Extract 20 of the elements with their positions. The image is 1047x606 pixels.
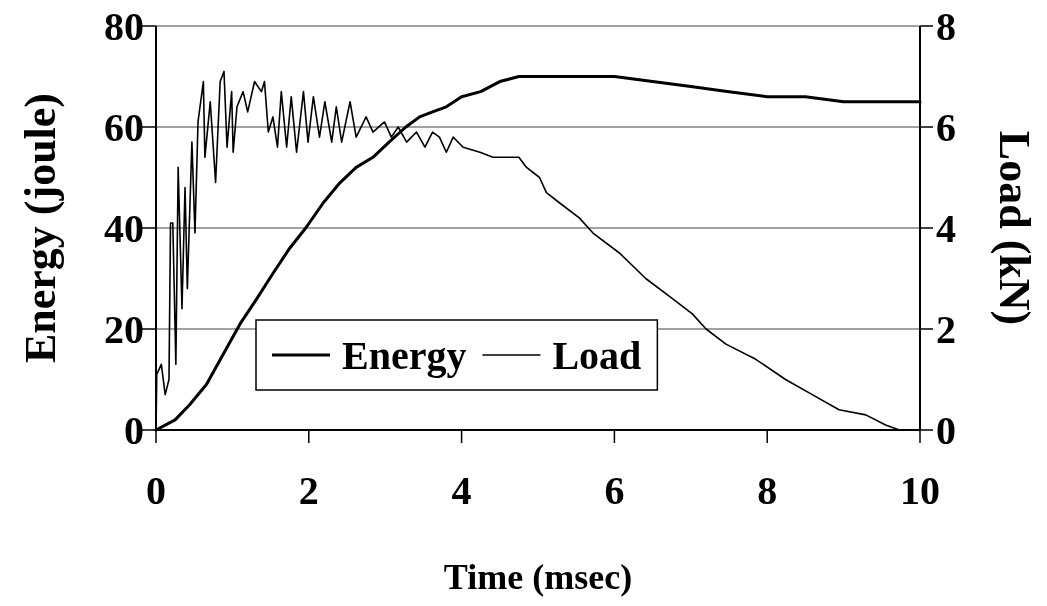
y2-tick-label: 6 (936, 104, 956, 150)
y2-tick-label: 2 (936, 306, 956, 352)
y-tick-label: 40 (104, 205, 144, 251)
y2-tick-label: 0 (936, 407, 956, 453)
y-tick-label: 0 (124, 407, 144, 453)
legend-label: Energy (342, 332, 467, 378)
x-axis-title: Time (msec) (443, 557, 633, 597)
legend-label: Load (552, 332, 642, 378)
y-tick-label: 60 (104, 104, 144, 150)
y2-axis-title: Load (kN) (990, 130, 1040, 326)
x-tick-label: 10 (900, 467, 940, 513)
y-axis-title: Energy (joule) (15, 92, 65, 364)
y-tick-label: 20 (104, 306, 144, 352)
y2-tick-label: 4 (936, 205, 956, 251)
y2-tick-label: 8 (936, 3, 956, 49)
x-tick-label: 2 (298, 467, 319, 513)
x-tick-label: 8 (757, 467, 778, 513)
y-tick-label: 80 (104, 3, 144, 49)
x-tick-label: 4 (451, 467, 472, 513)
x-tick-label: 6 (604, 467, 625, 513)
